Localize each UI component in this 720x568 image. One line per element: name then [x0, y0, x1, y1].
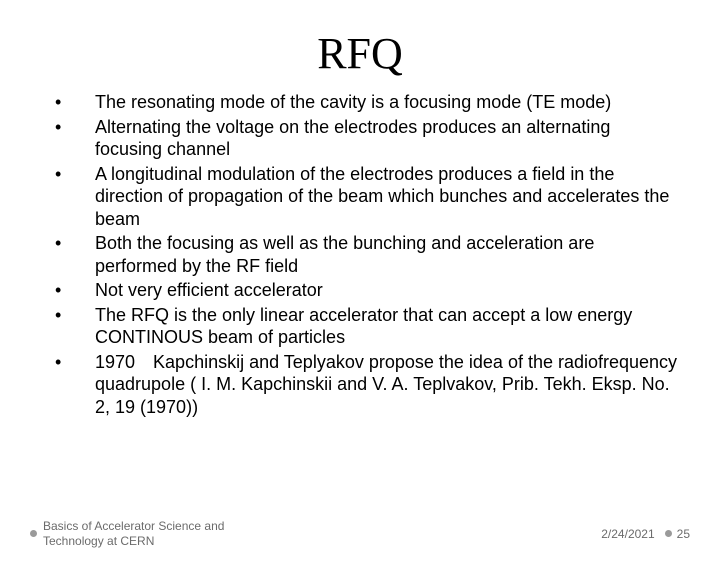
bullet-text: The resonating mode of the cavity is a f… [95, 91, 611, 114]
list-item: • Alternating the voltage on the electro… [55, 116, 680, 161]
bullet-text: A longitudinal modulation of the electro… [95, 163, 680, 231]
bullet-text: Not very efficient accelerator [95, 279, 323, 302]
footer-date: 2/24/2021 [601, 527, 654, 541]
list-item: • The resonating mode of the cavity is a… [55, 91, 680, 114]
bullet-marker: • [55, 163, 95, 231]
bullet-text: The RFQ is the only linear accelerator t… [95, 304, 680, 349]
list-item: • Both the focusing as well as the bunch… [55, 232, 680, 277]
footer-source: Basics of Accelerator Science and Techno… [43, 519, 601, 548]
bullet-marker: • [55, 91, 95, 114]
list-item: • 1970 Kapchinskij and Teplyakov propose… [55, 351, 680, 419]
bullet-text: 1970 Kapchinskij and Teplyakov propose t… [95, 351, 680, 419]
footer-source-line1: Basics of Accelerator Science and [43, 519, 224, 533]
footer-dot-icon [665, 530, 672, 537]
bullet-text: Both the focusing as well as the bunchin… [95, 232, 680, 277]
list-item: • Not very efficient accelerator [55, 279, 680, 302]
bullet-marker: • [55, 304, 95, 349]
bullet-marker: • [55, 351, 95, 419]
bullet-marker: • [55, 232, 95, 277]
slide-footer: Basics of Accelerator Science and Techno… [0, 519, 720, 548]
list-item: • The RFQ is the only linear accelerator… [55, 304, 680, 349]
slide-title: RFQ [0, 28, 720, 79]
footer-dot-icon [30, 530, 37, 537]
footer-source-line2: Technology at CERN [43, 534, 154, 548]
footer-page-number: 25 [677, 527, 690, 541]
list-item: • A longitudinal modulation of the elect… [55, 163, 680, 231]
bullet-text: Alternating the voltage on the electrode… [95, 116, 680, 161]
bullet-marker: • [55, 116, 95, 161]
bullet-marker: • [55, 279, 95, 302]
bullet-list: • The resonating mode of the cavity is a… [0, 91, 720, 418]
